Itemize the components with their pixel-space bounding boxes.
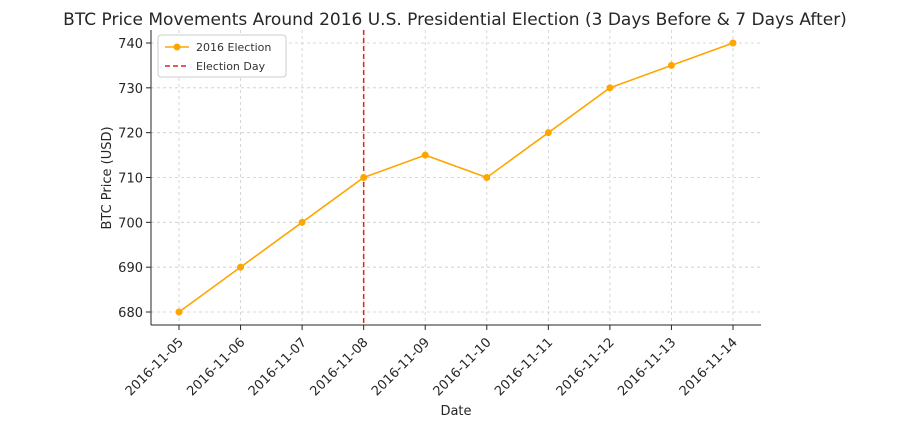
y-tick-label: 700 bbox=[118, 216, 143, 231]
y-tick-label: 680 bbox=[118, 306, 143, 321]
y-tick-label: 720 bbox=[118, 127, 143, 142]
data-point bbox=[544, 129, 552, 137]
y-tick-label: 740 bbox=[118, 37, 143, 52]
data-point bbox=[237, 263, 245, 271]
data-point bbox=[483, 174, 491, 181]
x-tick-label: 2016-11-10 bbox=[431, 335, 495, 399]
series-line bbox=[178, 42, 734, 313]
y-axis-label: BTC Price (USD) bbox=[100, 126, 115, 229]
legend-frame bbox=[157, 34, 287, 78]
x-tick-label: 2016-11-14 bbox=[677, 335, 741, 399]
chart-title: BTC Price Movements Around 2016 U.S. Pre… bbox=[63, 10, 847, 30]
y-tick-label: 710 bbox=[118, 172, 143, 187]
ticks: 2016-11-052016-11-062016-11-072016-11-08… bbox=[118, 37, 741, 399]
data-point bbox=[667, 61, 675, 69]
x-tick-label: 2016-11-13 bbox=[615, 335, 679, 399]
y-tick-label: 730 bbox=[118, 82, 143, 97]
legend: 2016 Election Election Day bbox=[157, 34, 287, 78]
x-tick-label: 2016-11-07 bbox=[246, 335, 310, 399]
y-tick-label: 690 bbox=[118, 261, 143, 276]
data-point bbox=[606, 84, 614, 92]
legend-series-marker bbox=[173, 43, 181, 51]
legend-vline-label: Election Day bbox=[196, 60, 266, 73]
x-tick-label: 2016-11-05 bbox=[123, 335, 187, 399]
x-tick-label: 2016-11-09 bbox=[369, 335, 433, 399]
x-tick-label: 2016-11-06 bbox=[184, 335, 248, 399]
data-point bbox=[360, 174, 368, 181]
x-axis-label: Date bbox=[440, 404, 471, 419]
data-point bbox=[298, 218, 306, 226]
series bbox=[175, 39, 737, 316]
data-point bbox=[729, 39, 737, 47]
x-tick-label: 2016-11-08 bbox=[307, 335, 371, 399]
legend-series-label: 2016 Election bbox=[196, 41, 271, 54]
data-point bbox=[175, 308, 183, 316]
data-point bbox=[421, 151, 429, 159]
x-tick-label: 2016-11-11 bbox=[492, 335, 556, 399]
x-tick-label: 2016-11-12 bbox=[554, 335, 618, 399]
